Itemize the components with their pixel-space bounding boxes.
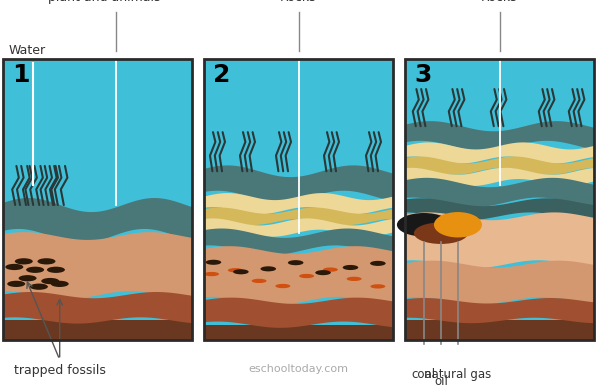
Ellipse shape (288, 260, 304, 265)
Text: Dead organisms,
plant and animals: Dead organisms, plant and animals (48, 0, 161, 4)
Text: 2: 2 (213, 63, 230, 86)
Polygon shape (204, 208, 393, 225)
Polygon shape (204, 193, 393, 214)
Text: 3: 3 (414, 63, 431, 86)
Ellipse shape (228, 268, 243, 273)
Bar (3, 321, 192, 340)
Ellipse shape (251, 279, 266, 283)
Ellipse shape (347, 277, 362, 281)
Ellipse shape (5, 264, 23, 270)
Ellipse shape (19, 275, 37, 282)
Ellipse shape (15, 258, 33, 264)
Ellipse shape (41, 278, 59, 284)
Ellipse shape (370, 284, 385, 289)
Ellipse shape (370, 261, 386, 266)
Text: Sedimentary
Rocks: Sedimentary Rocks (259, 0, 338, 4)
Ellipse shape (414, 222, 468, 244)
Ellipse shape (47, 267, 65, 273)
Polygon shape (405, 121, 594, 151)
Ellipse shape (30, 283, 48, 290)
Bar (204, 59, 393, 340)
Polygon shape (405, 261, 594, 304)
Ellipse shape (397, 213, 451, 237)
Polygon shape (405, 142, 594, 163)
Bar (3, 59, 192, 340)
Ellipse shape (50, 281, 69, 287)
Text: Impermeable
Rocks: Impermeable Rocks (458, 0, 541, 4)
Polygon shape (204, 298, 393, 328)
Polygon shape (405, 298, 594, 323)
Polygon shape (204, 246, 393, 305)
Ellipse shape (323, 267, 338, 272)
Polygon shape (204, 228, 393, 255)
Ellipse shape (343, 265, 358, 270)
Text: 1: 1 (12, 63, 29, 86)
Polygon shape (405, 156, 594, 175)
Polygon shape (405, 178, 594, 207)
Polygon shape (3, 232, 192, 299)
Text: Water: Water (9, 44, 46, 57)
Ellipse shape (204, 272, 219, 276)
Bar (405, 321, 594, 340)
Bar (204, 325, 393, 340)
Bar (204, 59, 393, 340)
Bar (405, 59, 594, 340)
Polygon shape (3, 198, 192, 243)
Polygon shape (204, 219, 393, 237)
Polygon shape (204, 165, 393, 203)
Ellipse shape (26, 267, 44, 273)
Ellipse shape (275, 284, 290, 288)
Ellipse shape (315, 270, 331, 275)
Text: oil: oil (434, 375, 448, 388)
Polygon shape (3, 292, 192, 324)
Text: coal: coal (412, 368, 436, 380)
Ellipse shape (233, 269, 248, 274)
Bar (3, 59, 192, 340)
Polygon shape (405, 168, 594, 186)
Text: eschooltoday.com: eschooltoday.com (248, 364, 349, 374)
Text: natural gas: natural gas (424, 368, 491, 380)
Text: trapped fossils: trapped fossils (14, 364, 106, 377)
Ellipse shape (206, 260, 221, 265)
Ellipse shape (7, 281, 25, 287)
Ellipse shape (260, 266, 276, 271)
Polygon shape (405, 198, 594, 220)
Polygon shape (405, 212, 594, 268)
Bar (405, 59, 594, 340)
Ellipse shape (299, 274, 314, 278)
Ellipse shape (37, 258, 55, 264)
Ellipse shape (434, 212, 482, 237)
